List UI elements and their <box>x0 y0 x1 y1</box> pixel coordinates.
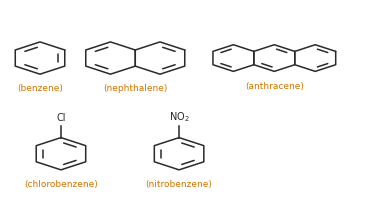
Text: NO$_2$: NO$_2$ <box>169 110 189 124</box>
Text: (chlorobenzene): (chlorobenzene) <box>24 180 98 189</box>
Text: (nephthalene): (nephthalene) <box>103 84 167 94</box>
Text: Cl: Cl <box>56 113 66 123</box>
Text: (anthracene): (anthracene) <box>245 82 304 91</box>
Text: (benzene): (benzene) <box>17 84 63 94</box>
Text: (nitrobenzene): (nitrobenzene) <box>146 180 213 189</box>
